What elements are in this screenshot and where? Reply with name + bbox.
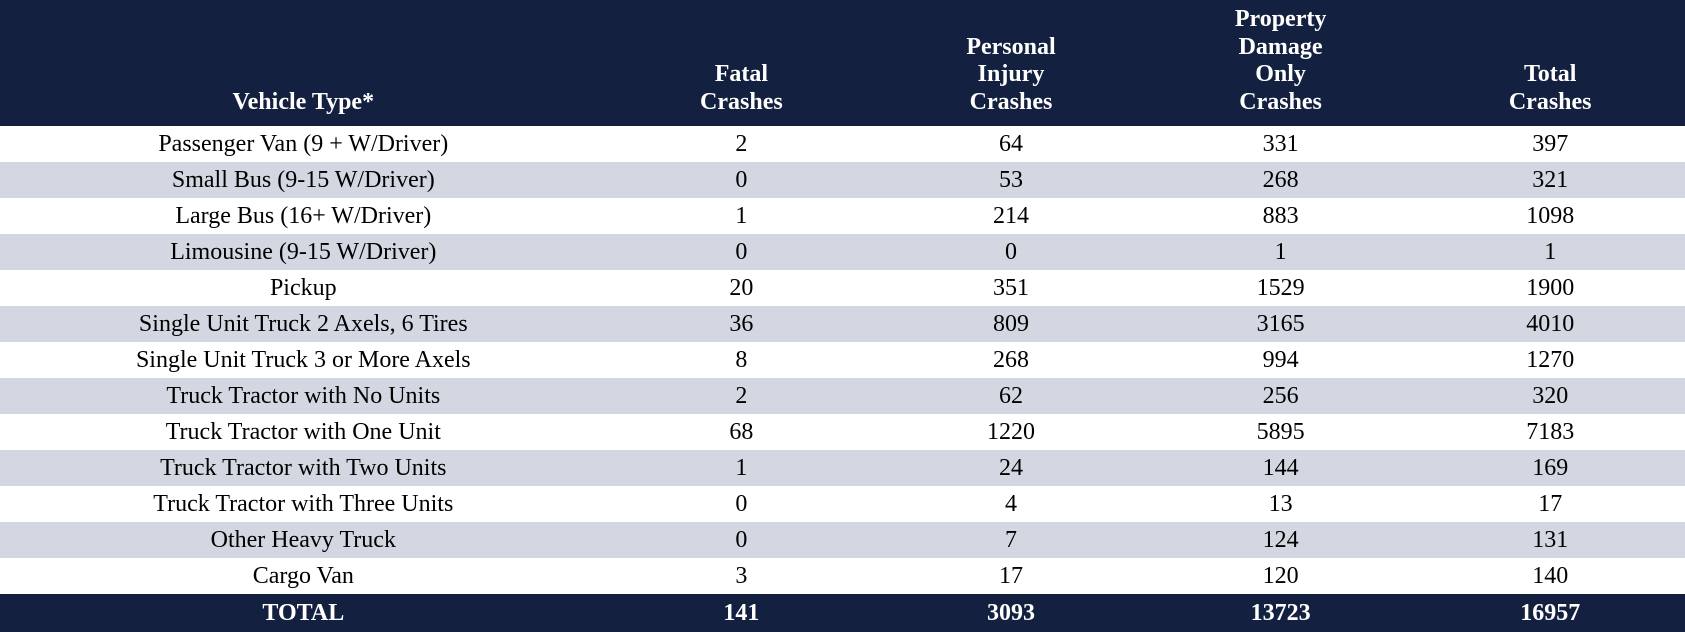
cell-property: 994 [1146,342,1416,378]
cell-vehicle-type: Truck Tractor with No Units [0,378,607,414]
cell-vehicle-type: Limousine (9-15 W/Driver) [0,234,607,270]
cell-property: 883 [1146,198,1416,234]
cell-total: 320 [1415,378,1685,414]
cell-vehicle-type: Other Heavy Truck [0,522,607,558]
cell-fatal: 0 [607,162,877,198]
cell-total: 169 [1415,450,1685,486]
cell-total: 7183 [1415,414,1685,450]
table-row: Other Heavy Truck07124131 [0,522,1685,558]
total-injury: 3093 [876,594,1146,632]
table-row: Cargo Van317120140 [0,558,1685,594]
cell-vehicle-type: Truck Tractor with One Unit [0,414,607,450]
table-row: Single Unit Truck 2 Axels, 6 Tires368093… [0,306,1685,342]
cell-fatal: 2 [607,378,877,414]
cell-fatal: 2 [607,126,877,162]
cell-vehicle-type: Single Unit Truck 2 Axels, 6 Tires [0,306,607,342]
cell-property: 13 [1146,486,1416,522]
total-total: 16957 [1415,594,1685,632]
header-property-damage-crashes: PropertyDamageOnlyCrashes [1146,0,1416,126]
cell-vehicle-type: Truck Tractor with Three Units [0,486,607,522]
cell-total: 4010 [1415,306,1685,342]
cell-total: 1 [1415,234,1685,270]
total-label: TOTAL [0,594,607,632]
header-fatal-crashes: FatalCrashes [607,0,877,126]
cell-property: 256 [1146,378,1416,414]
cell-fatal: 68 [607,414,877,450]
cell-property: 331 [1146,126,1416,162]
table-row: Truck Tractor with One Unit6812205895718… [0,414,1685,450]
total-property: 13723 [1146,594,1416,632]
cell-property: 120 [1146,558,1416,594]
cell-property: 124 [1146,522,1416,558]
cell-injury: 268 [876,342,1146,378]
cell-fatal: 0 [607,522,877,558]
cell-injury: 214 [876,198,1146,234]
cell-fatal: 20 [607,270,877,306]
cell-property: 268 [1146,162,1416,198]
cell-injury: 1220 [876,414,1146,450]
cell-injury: 62 [876,378,1146,414]
cell-total: 1098 [1415,198,1685,234]
table-row: Pickup2035115291900 [0,270,1685,306]
cell-injury: 4 [876,486,1146,522]
cell-vehicle-type: Large Bus (16+ W/Driver) [0,198,607,234]
cell-total: 1900 [1415,270,1685,306]
cell-injury: 0 [876,234,1146,270]
cell-fatal: 3 [607,558,877,594]
table-row: Limousine (9-15 W/Driver)0011 [0,234,1685,270]
cell-injury: 17 [876,558,1146,594]
cell-property: 5895 [1146,414,1416,450]
header-total-crashes: TotalCrashes [1415,0,1685,126]
header-row: Vehicle Type* FatalCrashes PersonalInjur… [0,0,1685,126]
cell-vehicle-type: Cargo Van [0,558,607,594]
cell-injury: 53 [876,162,1146,198]
cell-injury: 64 [876,126,1146,162]
cell-vehicle-type: Passenger Van (9 + W/Driver) [0,126,607,162]
cell-vehicle-type: Truck Tractor with Two Units [0,450,607,486]
table-row: Single Unit Truck 3 or More Axels8268994… [0,342,1685,378]
cell-vehicle-type: Single Unit Truck 3 or More Axels [0,342,607,378]
cell-total: 17 [1415,486,1685,522]
table-row: Truck Tractor with Two Units124144169 [0,450,1685,486]
crash-statistics-table: Vehicle Type* FatalCrashes PersonalInjur… [0,0,1685,632]
table-row: Large Bus (16+ W/Driver)12148831098 [0,198,1685,234]
table-row: Truck Tractor with No Units262256320 [0,378,1685,414]
table-header: Vehicle Type* FatalCrashes PersonalInjur… [0,0,1685,126]
cell-property: 144 [1146,450,1416,486]
cell-total: 1270 [1415,342,1685,378]
header-vehicle-type: Vehicle Type* [0,0,607,126]
cell-injury: 7 [876,522,1146,558]
cell-vehicle-type: Small Bus (9-15 W/Driver) [0,162,607,198]
cell-fatal: 36 [607,306,877,342]
header-personal-injury-crashes: PersonalInjuryCrashes [876,0,1146,126]
cell-property: 1529 [1146,270,1416,306]
table-body: Passenger Van (9 + W/Driver)264331397Sma… [0,126,1685,594]
cell-total: 140 [1415,558,1685,594]
total-fatal: 141 [607,594,877,632]
cell-fatal: 0 [607,234,877,270]
cell-fatal: 1 [607,198,877,234]
table-footer: TOTAL 141 3093 13723 16957 [0,594,1685,632]
table-row: Truck Tractor with Three Units041317 [0,486,1685,522]
cell-vehicle-type: Pickup [0,270,607,306]
cell-fatal: 8 [607,342,877,378]
table-row: Passenger Van (9 + W/Driver)264331397 [0,126,1685,162]
cell-injury: 351 [876,270,1146,306]
cell-fatal: 1 [607,450,877,486]
cell-total: 131 [1415,522,1685,558]
cell-injury: 809 [876,306,1146,342]
total-row: TOTAL 141 3093 13723 16957 [0,594,1685,632]
cell-total: 397 [1415,126,1685,162]
cell-total: 321 [1415,162,1685,198]
cell-property: 1 [1146,234,1416,270]
table-row: Small Bus (9-15 W/Driver)053268321 [0,162,1685,198]
cell-injury: 24 [876,450,1146,486]
cell-property: 3165 [1146,306,1416,342]
cell-fatal: 0 [607,486,877,522]
